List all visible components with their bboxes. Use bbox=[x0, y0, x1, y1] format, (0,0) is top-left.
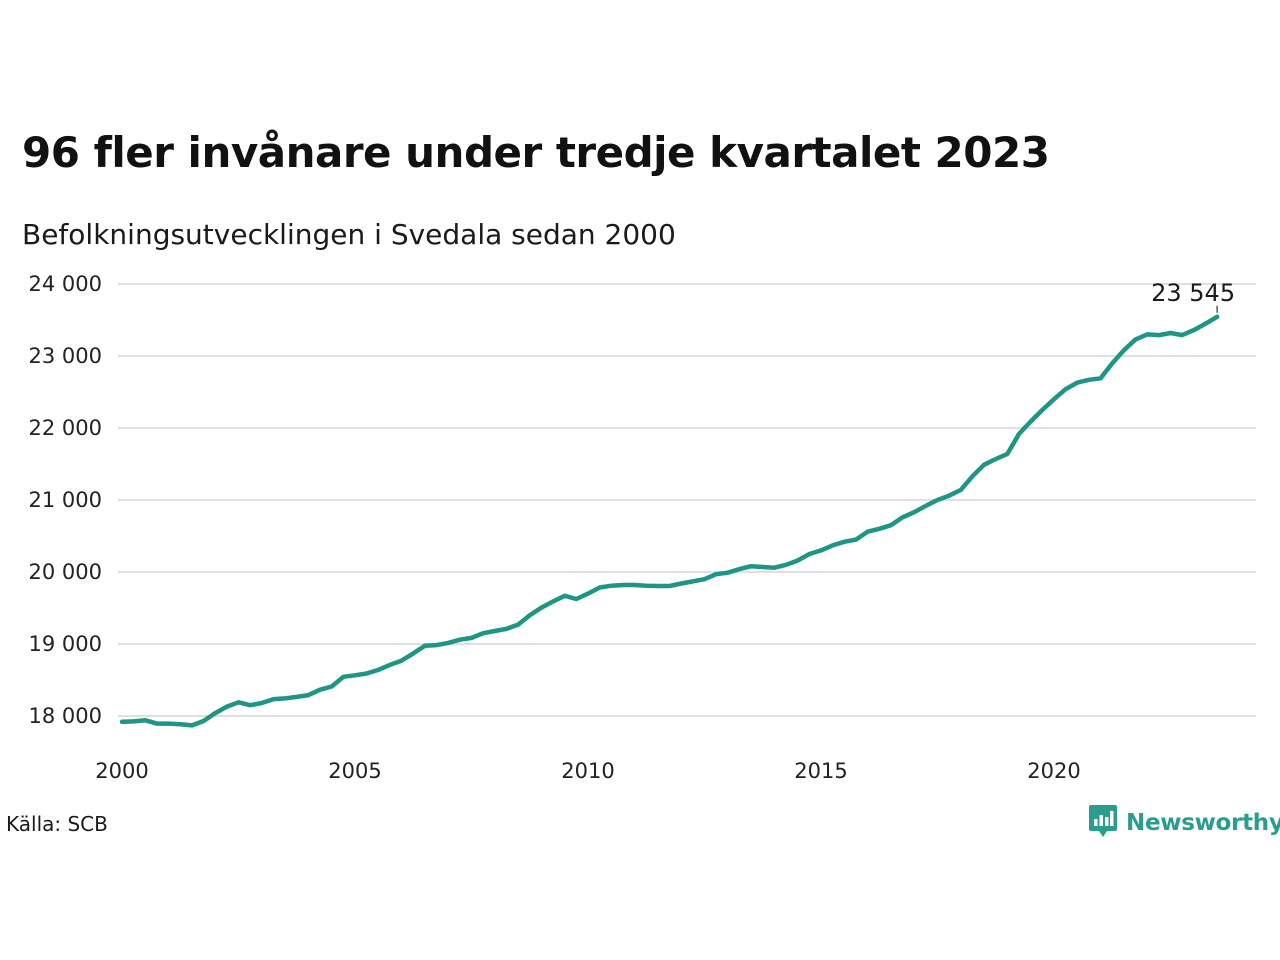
end-label-layer: 23 545 bbox=[1151, 279, 1235, 313]
x-tick-label: 2015 bbox=[794, 759, 847, 783]
series-line bbox=[119, 314, 1220, 728]
y-tick-label: 21 000 bbox=[29, 488, 102, 512]
x-axis-ticks: 2000 2005 2010 2015 2020 bbox=[95, 759, 1080, 783]
gridlines bbox=[118, 283, 1256, 717]
chart-title: 96 fler invånare under tredje kvartalet … bbox=[22, 128, 1050, 177]
source-note: Källa: SCB bbox=[6, 812, 108, 836]
x-tick-label: 2000 bbox=[95, 759, 148, 783]
x-tick-label: 2005 bbox=[328, 759, 381, 783]
y-tick-label: 18 000 bbox=[29, 704, 102, 728]
y-tick-label: 20 000 bbox=[29, 560, 102, 584]
x-tick-label: 2020 bbox=[1027, 759, 1080, 783]
y-axis-ticks: 18 000 19 000 20 000 21 000 22 000 23 000 24 0… bbox=[29, 272, 102, 728]
y-tick-label: 23 000 bbox=[29, 344, 102, 368]
y-tick-label: 19 000 bbox=[29, 632, 102, 656]
y-tick-label: 22 000 bbox=[29, 416, 102, 440]
series-layer bbox=[119, 314, 1220, 728]
newsworthy-brand[interactable]: Newsworthy bbox=[1088, 804, 1280, 842]
chart-subtitle: Befolkningsutvecklingen i Svedala sedan … bbox=[22, 218, 676, 251]
brand-name: Newsworthy bbox=[1126, 810, 1280, 836]
newsworthy-logo-icon bbox=[1088, 804, 1118, 842]
x-tick-label: 2010 bbox=[561, 759, 614, 783]
end-value-label: 23 545 bbox=[1151, 279, 1235, 307]
y-tick-label: 24 000 bbox=[29, 272, 102, 296]
